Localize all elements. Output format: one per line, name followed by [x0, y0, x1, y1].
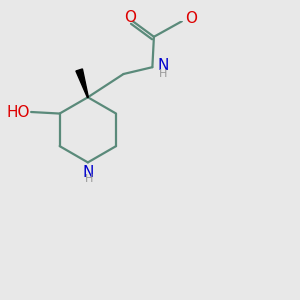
- Text: HO: HO: [6, 104, 30, 119]
- Text: H: H: [159, 69, 167, 79]
- Text: O: O: [185, 11, 197, 26]
- Polygon shape: [76, 69, 88, 98]
- Text: N: N: [158, 58, 169, 73]
- Text: O: O: [124, 10, 136, 25]
- Text: H: H: [85, 173, 93, 184]
- Text: N: N: [82, 165, 94, 180]
